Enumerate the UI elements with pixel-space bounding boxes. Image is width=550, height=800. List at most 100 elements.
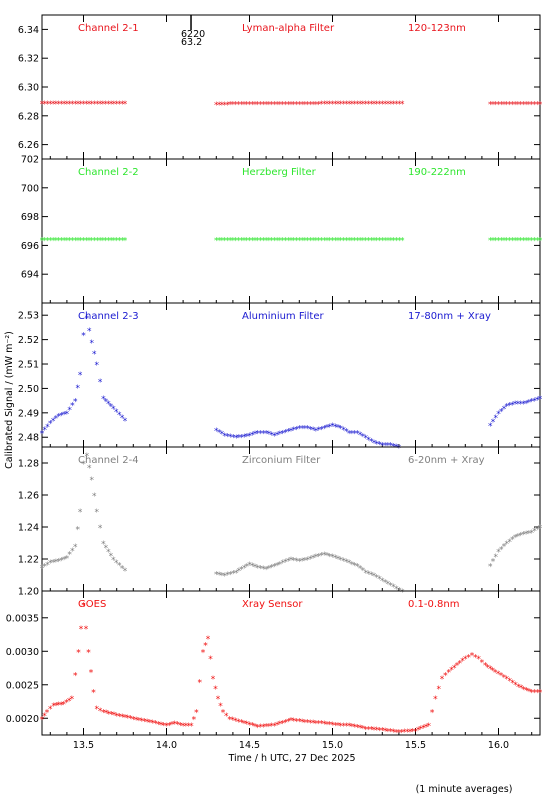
data-point: *: [303, 100, 308, 110]
data-point: *: [389, 100, 394, 110]
data-point: *: [234, 569, 239, 579]
data-point: *: [322, 237, 327, 247]
data-point: *: [502, 405, 507, 415]
data-point: *: [308, 719, 313, 729]
data-point: *: [258, 565, 263, 575]
data-point: *: [114, 237, 119, 247]
x-tick-label: 15.5: [405, 740, 426, 751]
data-point: *: [54, 702, 59, 712]
data-point: *: [51, 702, 56, 712]
data-point: *: [225, 237, 230, 247]
data-point: *: [350, 237, 355, 247]
data-point: *: [488, 422, 493, 432]
data-point: *: [48, 420, 53, 430]
data-point: *: [65, 410, 70, 420]
data-point: *: [292, 237, 297, 247]
data-point: *: [247, 237, 252, 247]
data-point: *: [327, 100, 332, 110]
data-point: *: [347, 559, 352, 569]
data-point: *: [377, 575, 382, 585]
data-point: *: [507, 402, 512, 412]
data-point: *: [264, 566, 269, 576]
data-point: *: [81, 332, 86, 342]
data-point: *: [236, 237, 241, 247]
data-point: *: [109, 100, 114, 110]
data-point: *: [250, 431, 255, 441]
data-point: *: [217, 237, 222, 247]
data-point: *: [120, 237, 125, 247]
data-point: *: [56, 237, 61, 247]
data-point: *: [75, 384, 80, 394]
data-point: *: [361, 433, 366, 443]
data-point: *: [372, 100, 377, 110]
data-point: *: [95, 705, 100, 715]
data-point: *: [292, 717, 297, 727]
data-point: *: [499, 672, 504, 682]
data-point: *: [436, 685, 441, 695]
data-point: *: [524, 530, 529, 540]
data-point: *: [90, 237, 95, 247]
data-point: *: [292, 426, 297, 436]
data-point: *: [513, 237, 518, 247]
data-point: *: [258, 101, 263, 111]
data-point: *: [54, 558, 59, 568]
data-point: *: [84, 625, 89, 635]
data-point: *: [40, 237, 45, 247]
x-tick-label: 13.5: [73, 740, 94, 751]
data-point: *: [341, 426, 346, 436]
data-point: *: [85, 452, 90, 462]
data-point: *: [269, 431, 274, 441]
data-point: *: [363, 100, 368, 110]
data-point: *: [81, 601, 86, 611]
data-point: *: [109, 403, 114, 413]
data-point: *: [48, 237, 53, 247]
data-point: *: [264, 723, 269, 733]
data-point: *: [513, 534, 518, 544]
data-point: *: [516, 237, 521, 247]
data-point: *: [336, 237, 341, 247]
data-point: *: [316, 237, 321, 247]
data-point: *: [267, 722, 272, 732]
data-point: *: [499, 237, 504, 247]
data-point: *: [521, 100, 526, 110]
data-point: *: [419, 725, 424, 735]
data-point: *: [327, 721, 332, 731]
data-point: *: [217, 571, 222, 581]
data-point: *: [289, 237, 294, 247]
data-point: *: [247, 101, 252, 111]
data-point: *: [361, 567, 366, 577]
data-point: *: [535, 688, 540, 698]
data-point: *: [256, 429, 261, 439]
data-point: *: [347, 429, 352, 439]
data-point: *: [535, 526, 540, 536]
data-point: *: [433, 695, 438, 705]
data-point: *: [231, 434, 236, 444]
data-point: *: [218, 702, 223, 712]
data-point: *: [316, 100, 321, 110]
data-point: *: [101, 540, 106, 550]
data-point: *: [43, 237, 48, 247]
data-point: *: [372, 572, 377, 582]
data-point: *: [114, 712, 119, 722]
data-point: *: [92, 492, 97, 502]
y-tick-label: 698: [21, 212, 39, 223]
data-point: *: [286, 237, 291, 247]
data-point: *: [48, 100, 53, 110]
data-point: *: [62, 555, 67, 565]
data-point: *: [455, 662, 460, 672]
data-point: *: [237, 434, 242, 444]
data-point: *: [505, 540, 510, 550]
data-point: *: [386, 580, 391, 590]
data-point: *: [101, 100, 106, 110]
data-point: *: [256, 564, 261, 574]
data-point: *: [45, 561, 50, 571]
data-point: *: [413, 727, 418, 737]
data-point: *: [148, 719, 153, 729]
data-point: *: [496, 237, 501, 247]
data-point: *: [336, 555, 341, 565]
data-point: *: [62, 100, 67, 110]
data-point: *: [59, 557, 64, 567]
data-point: *: [227, 715, 232, 725]
data-point: *: [258, 429, 263, 439]
data-point: *: [460, 657, 465, 667]
